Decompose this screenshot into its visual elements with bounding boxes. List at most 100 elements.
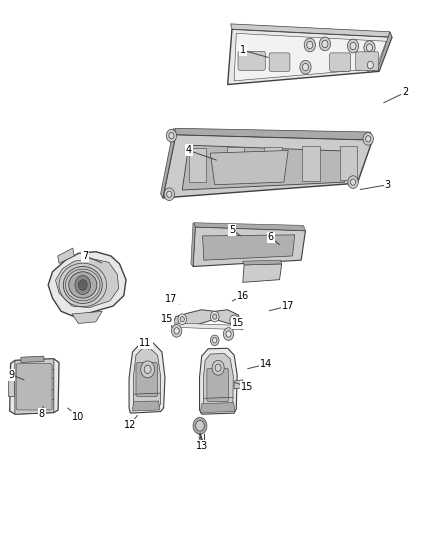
Circle shape	[350, 42, 356, 50]
FancyBboxPatch shape	[330, 53, 350, 71]
Polygon shape	[210, 150, 288, 185]
Text: 6: 6	[268, 232, 274, 243]
Polygon shape	[202, 235, 295, 260]
Circle shape	[210, 335, 219, 345]
FancyBboxPatch shape	[269, 53, 290, 71]
Circle shape	[169, 133, 174, 139]
Text: 17: 17	[282, 301, 294, 311]
Polygon shape	[228, 29, 392, 85]
Polygon shape	[191, 223, 195, 266]
Polygon shape	[340, 146, 357, 180]
Circle shape	[180, 317, 184, 322]
Text: 12: 12	[124, 419, 137, 430]
Circle shape	[304, 38, 315, 52]
Polygon shape	[194, 223, 305, 231]
Polygon shape	[8, 377, 14, 395]
Circle shape	[367, 44, 372, 51]
Polygon shape	[226, 147, 244, 182]
Polygon shape	[134, 348, 161, 409]
Circle shape	[363, 133, 373, 145]
Circle shape	[215, 364, 221, 372]
Polygon shape	[265, 147, 282, 181]
Circle shape	[164, 188, 174, 200]
Text: 13: 13	[196, 441, 208, 451]
Circle shape	[193, 417, 207, 434]
Circle shape	[144, 365, 151, 374]
Circle shape	[365, 58, 376, 72]
Text: 11: 11	[139, 338, 152, 348]
Text: 8: 8	[39, 409, 45, 419]
Polygon shape	[132, 401, 160, 411]
Polygon shape	[171, 323, 244, 330]
Text: 15: 15	[241, 382, 253, 392]
Polygon shape	[201, 402, 235, 413]
Polygon shape	[189, 148, 206, 182]
Text: 2: 2	[402, 87, 408, 98]
FancyBboxPatch shape	[16, 364, 52, 410]
Polygon shape	[56, 259, 119, 308]
Polygon shape	[175, 128, 372, 140]
FancyBboxPatch shape	[356, 52, 378, 70]
Circle shape	[171, 325, 182, 337]
Polygon shape	[163, 135, 372, 198]
Circle shape	[75, 276, 91, 294]
Polygon shape	[203, 353, 233, 410]
Polygon shape	[193, 227, 305, 266]
Text: 3: 3	[385, 180, 391, 190]
Text: 5: 5	[229, 224, 235, 235]
Polygon shape	[10, 359, 59, 414]
Text: 10: 10	[72, 412, 85, 422]
Text: 16: 16	[237, 290, 249, 301]
Circle shape	[167, 191, 172, 197]
Circle shape	[319, 37, 331, 51]
Polygon shape	[200, 348, 237, 414]
Text: 7: 7	[82, 251, 88, 261]
Circle shape	[322, 40, 328, 47]
Circle shape	[232, 318, 236, 323]
Text: 17: 17	[165, 294, 178, 304]
Polygon shape	[231, 24, 392, 37]
Circle shape	[141, 361, 155, 378]
Ellipse shape	[64, 266, 102, 303]
Polygon shape	[302, 146, 320, 181]
Polygon shape	[234, 380, 243, 389]
Circle shape	[212, 338, 217, 343]
Circle shape	[196, 421, 204, 431]
Polygon shape	[58, 248, 74, 263]
Text: 9: 9	[8, 369, 14, 379]
FancyBboxPatch shape	[207, 368, 229, 401]
Circle shape	[300, 60, 311, 74]
Polygon shape	[243, 264, 282, 282]
Circle shape	[230, 315, 238, 326]
Polygon shape	[21, 356, 44, 362]
Polygon shape	[72, 311, 102, 324]
FancyBboxPatch shape	[238, 51, 265, 70]
Circle shape	[178, 314, 187, 325]
Circle shape	[166, 130, 177, 142]
Polygon shape	[15, 359, 54, 414]
Circle shape	[210, 311, 219, 322]
Polygon shape	[182, 145, 357, 190]
Text: 15: 15	[232, 318, 245, 328]
Polygon shape	[161, 128, 176, 198]
Text: 4: 4	[186, 146, 192, 156]
Circle shape	[212, 314, 217, 319]
Text: 1: 1	[240, 45, 246, 55]
Circle shape	[307, 41, 313, 49]
Text: 14: 14	[261, 359, 273, 369]
Circle shape	[367, 61, 373, 69]
Text: 15: 15	[161, 314, 173, 324]
Circle shape	[226, 331, 231, 337]
Polygon shape	[378, 32, 392, 71]
Circle shape	[348, 176, 358, 189]
Polygon shape	[234, 34, 386, 81]
Circle shape	[212, 360, 224, 375]
Circle shape	[303, 63, 308, 71]
Circle shape	[78, 280, 87, 290]
Circle shape	[364, 41, 375, 54]
FancyBboxPatch shape	[136, 362, 158, 397]
Circle shape	[366, 136, 371, 142]
Polygon shape	[129, 343, 165, 413]
Circle shape	[347, 39, 359, 53]
Polygon shape	[171, 310, 243, 330]
